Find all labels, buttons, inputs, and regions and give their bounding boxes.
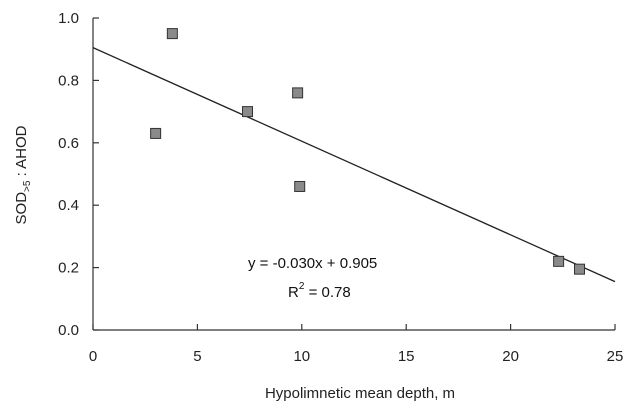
y-tick-label: 1.0 xyxy=(58,10,79,27)
x-tick-label: 5 xyxy=(193,348,201,365)
y-tick-label: 0.0 xyxy=(58,322,79,339)
x-tick-label: 0 xyxy=(89,348,97,365)
y-tick-label: 0.4 xyxy=(58,197,79,214)
r2-letter: R xyxy=(288,284,299,301)
data-point xyxy=(294,180,306,192)
y-axis-title-rest: : AHOD xyxy=(13,125,30,180)
regression-equation: y = -0.030x + 0.905 xyxy=(248,255,377,272)
r-squared-label: R2 = 0.78 xyxy=(288,281,351,301)
y-tick-label: 0.8 xyxy=(58,72,79,89)
data-point xyxy=(292,87,304,99)
data-point xyxy=(150,127,162,139)
y-tick-label: 0.2 xyxy=(58,260,79,277)
y-axis-title-subscript: >5 xyxy=(22,180,33,192)
data-point xyxy=(242,106,254,118)
y-axis-title-main: SOD xyxy=(13,192,30,225)
data-point xyxy=(553,255,565,267)
r2-value: = 0.78 xyxy=(304,284,350,301)
x-tick-label: 15 xyxy=(398,348,415,365)
y-tick-label: 0.6 xyxy=(58,135,79,152)
r2-superscript: 2 xyxy=(299,281,305,292)
y-axis-title: SOD>5 : AHOD xyxy=(13,125,33,224)
axes xyxy=(92,18,615,331)
data-point xyxy=(574,263,586,275)
x-tick-label: 20 xyxy=(502,348,519,365)
x-tick-label: 10 xyxy=(293,348,310,365)
x-ticks: 0 5 10 15 20 25 xyxy=(89,324,624,365)
y-ticks: 0.0 0.2 0.4 0.6 0.8 1.0 xyxy=(58,10,99,339)
data-point xyxy=(166,28,178,40)
regression-line xyxy=(92,47,616,283)
data-points xyxy=(150,28,586,275)
x-axis-title: Hypolimnetic mean depth, m xyxy=(265,385,455,402)
x-tick-label: 25 xyxy=(607,348,624,365)
